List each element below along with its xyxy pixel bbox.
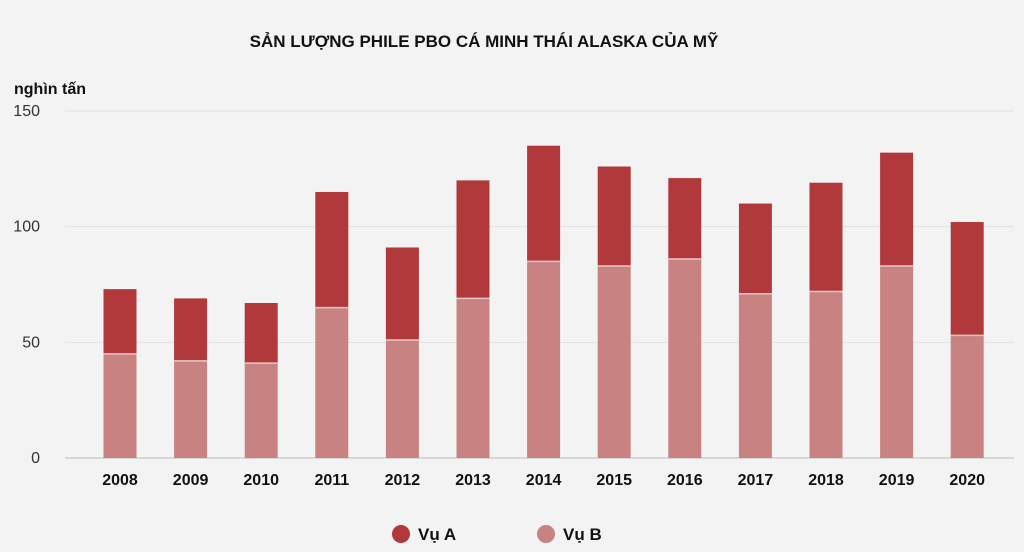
bar-vu-b-2012 bbox=[385, 340, 419, 458]
bar-vu-b-2008 bbox=[103, 353, 137, 458]
bar-vu-b-2011 bbox=[315, 307, 349, 458]
bar-vu-a-2011 bbox=[315, 191, 349, 308]
y-tick-label: 0 bbox=[31, 450, 40, 467]
y-axis-label: nghìn tấn bbox=[14, 81, 86, 98]
x-tick-label-2009: 2009 bbox=[173, 472, 209, 489]
bar-vu-b-2014 bbox=[527, 261, 561, 458]
y-axis-ticks: 0 50 100 150 bbox=[13, 103, 40, 467]
x-tick-label-2015: 2015 bbox=[596, 472, 632, 489]
x-tick-label-2012: 2012 bbox=[385, 472, 421, 489]
legend-label-vu-b: Vụ B bbox=[563, 525, 602, 544]
y-tick-label: 150 bbox=[13, 103, 40, 120]
legend: Vụ A Vụ B bbox=[392, 525, 602, 544]
bar-vu-b-2009 bbox=[174, 360, 208, 458]
bar-vu-a-2009 bbox=[174, 298, 208, 361]
x-axis-ticks: 2008 2009 2010 2011 2012 2013 2014 2015 2016 2017… bbox=[102, 472, 985, 489]
legend-swatch-vu-b bbox=[537, 525, 555, 543]
bar-vu-b-2010 bbox=[244, 363, 278, 458]
bar-vu-b-2015 bbox=[597, 265, 631, 458]
bar-vu-a-2008 bbox=[103, 289, 137, 354]
x-tick-label-2017: 2017 bbox=[738, 472, 774, 489]
bar-vu-a-2018 bbox=[809, 182, 843, 292]
bar-vu-b-2017 bbox=[738, 293, 772, 458]
legend-label-vu-a: Vụ A bbox=[418, 525, 456, 544]
bar-vu-b-2013 bbox=[456, 298, 490, 458]
bar-vu-a-2013 bbox=[456, 180, 490, 299]
x-tick-label-2019: 2019 bbox=[879, 472, 915, 489]
bar-vu-a-2010 bbox=[244, 303, 278, 364]
y-tick-label: 100 bbox=[13, 219, 40, 236]
bar-vu-a-2012 bbox=[385, 247, 419, 341]
x-tick-label-2008: 2008 bbox=[102, 472, 138, 489]
bar-vu-a-2016 bbox=[668, 178, 702, 260]
x-tick-label-2010: 2010 bbox=[243, 472, 279, 489]
bar-vu-a-2017 bbox=[738, 203, 772, 294]
x-tick-label-2014: 2014 bbox=[526, 472, 562, 489]
bar-vu-a-2015 bbox=[597, 166, 631, 266]
bar-vu-b-2016 bbox=[668, 259, 702, 458]
bar-vu-b-2018 bbox=[809, 291, 843, 458]
bar-vu-b-2020 bbox=[950, 335, 984, 458]
x-tick-label-2016: 2016 bbox=[667, 472, 703, 489]
bar-vu-a-2020 bbox=[950, 222, 984, 336]
bar-vu-a-2014 bbox=[527, 145, 561, 262]
legend-swatch-vu-a bbox=[392, 525, 410, 543]
x-tick-label-2013: 2013 bbox=[455, 472, 491, 489]
x-tick-label-2018: 2018 bbox=[808, 472, 844, 489]
chart-title: SẢN LƯỢNG PHILE PBO CÁ MINH THÁI ALASKA … bbox=[250, 31, 719, 51]
y-tick-label: 50 bbox=[22, 334, 40, 351]
x-tick-label-2011: 2011 bbox=[314, 472, 349, 489]
bar-vu-b-2019 bbox=[880, 265, 914, 458]
bars bbox=[103, 145, 984, 458]
x-tick-label-2020: 2020 bbox=[949, 472, 985, 489]
bar-vu-a-2019 bbox=[880, 152, 914, 266]
